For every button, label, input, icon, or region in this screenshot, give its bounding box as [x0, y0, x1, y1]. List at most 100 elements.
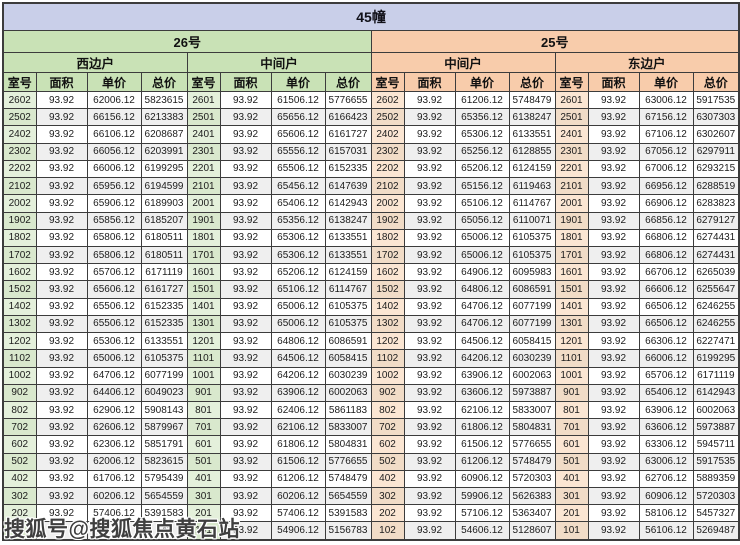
room-cell: 1902 [370, 211, 405, 230]
unit-price-cell: 65606.12 [270, 125, 326, 144]
building-26-header: 26号 [2, 30, 372, 53]
unit-price-cell: 63006.12 [638, 452, 694, 471]
total-price-cell: 6274431 [692, 228, 740, 247]
room-cell: 2002 [370, 194, 405, 213]
room-cell: 101 [186, 521, 221, 541]
total-price-cell: 6105375 [324, 297, 372, 316]
total-price-cell: 5363407 [508, 504, 556, 523]
unit-price-cell: 60206.12 [86, 487, 142, 506]
total-price-cell: 5908143 [140, 400, 188, 420]
total-price-cell: 6147639 [324, 177, 372, 196]
total-price-cell: 6227471 [692, 332, 740, 351]
total-price-cell: 5945711 [692, 435, 740, 454]
total-price-cell: 5823615 [140, 452, 188, 471]
area-cell: 93.92 [403, 469, 456, 489]
room-cell: 802 [370, 400, 405, 420]
col-header-unit-price: 单价 [638, 72, 694, 92]
total-price-cell: 6077199 [508, 297, 556, 316]
area-cell: 93.92 [403, 452, 456, 471]
unit-price-cell: 65956.12 [86, 177, 142, 196]
room-cell: 501 [554, 452, 589, 471]
total-price-cell: 6133551 [324, 228, 372, 247]
area-cell: 93.92 [35, 194, 88, 213]
room-cell: 302 [370, 487, 405, 506]
total-price-cell: 6302607 [692, 125, 740, 144]
unit-price-cell: 65556.12 [270, 142, 326, 161]
room-cell: 1002 [2, 366, 37, 385]
room-cell: 801 [186, 400, 221, 420]
unit-price-cell: 66506.12 [638, 314, 694, 334]
table-row: 2302 93.92 66056.12 6203991 2301 93.92 65556.1… [2, 142, 740, 161]
table-row: 502 93.92 62006.12 5823615 501 93.92 61506.12 5… [2, 452, 740, 471]
room-cell: 2502 [370, 108, 405, 127]
area-cell: 93.92 [587, 263, 640, 282]
area-cell: 93.92 [587, 521, 640, 541]
unit-price-cell: 62306.12 [86, 435, 142, 454]
total-price-cell: 5917535 [692, 452, 740, 471]
table-row: 743 101 93.92 54906.12 5156783 102 93.92 54606.… [2, 521, 740, 541]
total-price-cell: 6255647 [692, 280, 740, 299]
area-cell: 93.92 [403, 263, 456, 282]
table-row: 1202 93.92 65306.12 6133551 1201 93.92 64806.1… [2, 332, 740, 351]
room-cell: 801 [554, 400, 589, 420]
total-price-cell: 6124159 [508, 159, 556, 179]
area-cell: 93.92 [219, 383, 272, 402]
total-price-cell: 6058415 [508, 332, 556, 351]
total-price-cell: 6124159 [324, 263, 372, 282]
unit-price-cell: 65406.12 [638, 383, 694, 402]
total-price-cell: 6114767 [324, 280, 372, 299]
unit-price-cell: 66056.12 [86, 142, 142, 161]
room-cell: 2502 [2, 108, 37, 127]
room-cell: 702 [2, 418, 37, 437]
room-cell: 1702 [370, 245, 405, 265]
room-cell: 1501 [554, 280, 589, 299]
unit-price-cell: 62406.12 [270, 400, 326, 420]
table-row: 902 93.92 64406.12 6049023 901 93.92 63906.12 6… [2, 383, 740, 402]
total-price-cell: 6133551 [324, 245, 372, 265]
unit-price-cell: 64806.12 [454, 280, 510, 299]
room-cell: 601 [186, 435, 221, 454]
unit-price-cell: 65006.12 [270, 314, 326, 334]
area-cell: 93.92 [403, 504, 456, 523]
watermark: 搜狐号@搜狐焦点黄石站 [4, 518, 240, 541]
total-price-cell: 5795439 [140, 469, 188, 489]
room-cell: 402 [370, 469, 405, 489]
area-cell: 93.92 [219, 366, 272, 385]
area-cell: 93.92 [403, 142, 456, 161]
col-header-unit-price: 单价 [454, 72, 510, 92]
area-cell: 93.92 [403, 90, 456, 110]
total-price-cell: 6152335 [140, 314, 188, 334]
unit-price-cell: 67006.12 [638, 159, 694, 179]
room-cell: 1802 [2, 228, 37, 247]
unit-price-cell: 62006.12 [86, 452, 142, 471]
unit-price-cell: 61206.12 [454, 90, 510, 110]
total-price-cell: 6077199 [140, 366, 188, 385]
area-cell: 93.92 [35, 487, 88, 506]
table-row: 2202 93.92 66006.12 6199295 2201 93.92 65506.1… [2, 159, 740, 179]
area-cell: 93.92 [587, 314, 640, 334]
area-cell: 93.92 [587, 400, 640, 420]
room-cell [2, 521, 37, 541]
unit-price-cell: 64406.12 [86, 383, 142, 402]
unit-price-cell: 67056.12 [638, 142, 694, 161]
unit-price-cell: 66106.12 [86, 125, 142, 144]
table-row: 1402 93.92 65506.12 6152335 1401 93.92 65006.1… [2, 297, 740, 316]
table-row: 2002 93.92 65906.12 6189903 2001 93.92 65406.1… [2, 194, 740, 213]
total-price-cell: 6002063 [692, 400, 740, 420]
area-cell: 93.92 [219, 194, 272, 213]
area-cell: 93.92 [219, 211, 272, 230]
total-price-cell: 5973887 [692, 418, 740, 437]
total-price-cell: 6180511 [140, 228, 188, 247]
room-cell: 1601 [186, 263, 221, 282]
total-price-cell: 6246255 [692, 314, 740, 334]
room-cell: 2501 [186, 108, 221, 127]
unit-price-cell: 63906.12 [270, 383, 326, 402]
unit-price-cell: 65056.12 [454, 211, 510, 230]
total-price-cell: 6030239 [508, 349, 556, 368]
unit-price-cell: 65706.12 [86, 263, 142, 282]
col-header-area: 面积 [219, 72, 272, 92]
area-cell: 93.92 [35, 469, 88, 489]
total-price-cell: 6105375 [140, 349, 188, 368]
room-cell: 1802 [370, 228, 405, 247]
unit-price-cell: 61706.12 [86, 469, 142, 489]
